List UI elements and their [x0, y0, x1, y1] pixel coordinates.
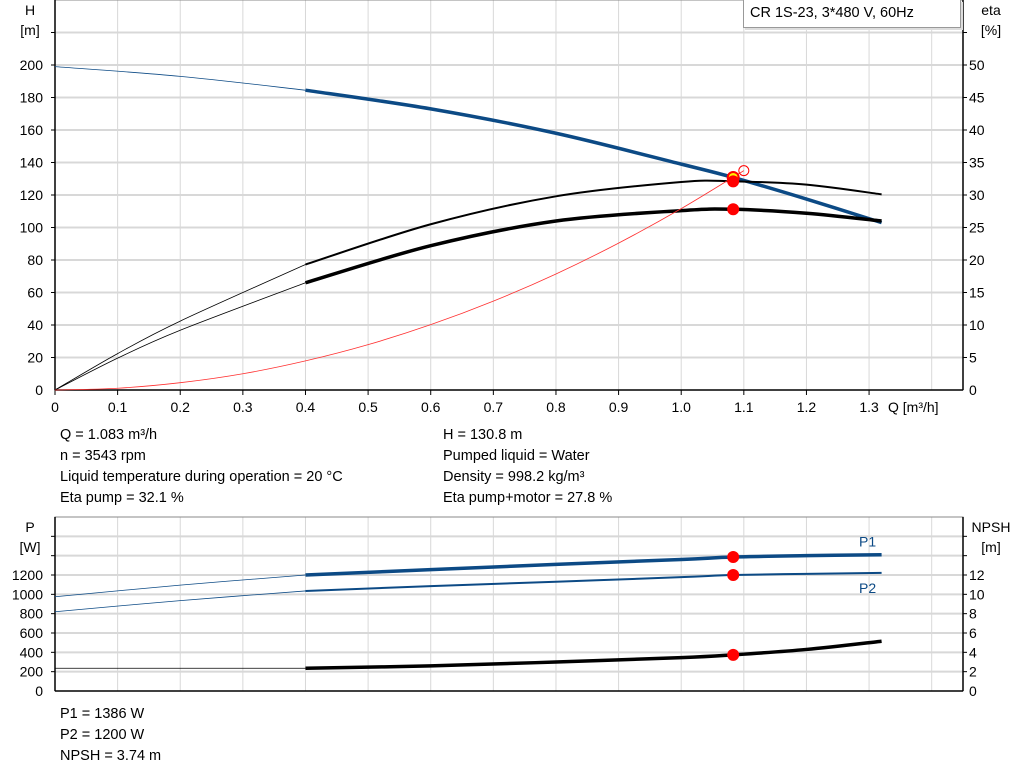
y-right-tick-label: 2	[969, 664, 977, 680]
y-left-tick-label: 400	[20, 644, 44, 660]
y-left-tick-label: 80	[27, 252, 43, 268]
series-P2	[305, 571, 882, 592]
series-npsh	[305, 639, 882, 671]
marker-system-end	[738, 165, 750, 177]
y-left-tick-label: 0	[35, 382, 43, 398]
series-eta-pump-motor	[304, 207, 882, 285]
y-left-tick-label: 0	[35, 683, 43, 699]
x-tick-label: 1.3	[859, 399, 879, 415]
y-right-tick-label: 40	[969, 122, 985, 138]
y-left-axis-unit: [m]	[20, 22, 39, 38]
y-left-tick-label: 100	[20, 220, 44, 236]
info-top-right: H = 130.8 m Pumped liquid = Water Densit…	[443, 425, 612, 509]
info-flow: Q = 1.083 m³/h	[60, 427, 158, 443]
series-eta-pump	[305, 179, 882, 266]
y-right-tick-label: 0	[969, 683, 977, 699]
marker-npsh-point	[727, 648, 740, 661]
info-liquid: Pumped liquid = Water	[443, 448, 590, 464]
x-tick-label: 0.7	[484, 399, 504, 415]
y-left-tick-label: 140	[20, 155, 44, 171]
x-tick-label: 0.2	[171, 399, 191, 415]
y-right-tick-label: 4	[969, 644, 977, 660]
series-label-P2: P2	[859, 580, 876, 596]
x-tick-label: 0.8	[546, 399, 566, 415]
x-axis-label: Q [m³/h]	[888, 399, 939, 415]
marker-p2-point	[727, 569, 740, 581]
y-left-tick-label: 20	[27, 350, 43, 366]
y-right-tick-label: 10	[969, 586, 985, 602]
info-temperature: Liquid temperature during operation = 20…	[60, 469, 343, 485]
info-speed: n = 3543 rpm	[60, 448, 146, 464]
y-left-tick-label: 60	[27, 285, 43, 301]
x-tick-label: 0.1	[108, 399, 128, 415]
y-right-tick-label: 50	[969, 57, 985, 73]
y-right-axis-unit: [%]	[981, 22, 1001, 38]
y-right-axis-name: eta	[981, 2, 1001, 18]
y-right-tick-label: 12	[969, 567, 985, 583]
x-tick-label: 0.5	[358, 399, 378, 415]
y-left-tick-label: 600	[20, 625, 44, 641]
y-left-tick-label: 200	[20, 57, 44, 73]
y-right-tick-label: 20	[969, 252, 985, 268]
x-tick-label: 0.6	[421, 399, 441, 415]
info-bottom: P1 = 1386 W P2 = 1200 W NPSH = 3.74 m	[60, 704, 161, 767]
series-P1	[305, 552, 882, 577]
y-left-tick-label: 1200	[12, 567, 43, 583]
y-left-tick-label: 1000	[12, 586, 43, 602]
series-label-P1: P1	[859, 534, 876, 550]
y-right-axis-unit: [m]	[981, 539, 1000, 555]
x-tick-label: 1.0	[671, 399, 691, 415]
y-left-tick-label: 120	[20, 187, 44, 203]
x-tick-label: 0.9	[609, 399, 629, 415]
series-P1-extrapolated	[54, 574, 306, 598]
series-eta-pump-extrapolated	[54, 264, 306, 391]
y-right-tick-label: 25	[969, 220, 985, 236]
y-left-tick-label: 40	[27, 317, 43, 333]
series-head	[305, 88, 883, 225]
info-eta-pump-motor: Eta pump+motor = 27.8 %	[443, 490, 613, 506]
info-head: H = 130.8 m	[443, 427, 523, 443]
y-left-tick-label: 200	[20, 664, 44, 680]
y-right-tick-label: 30	[969, 187, 985, 203]
info-npsh: NPSH = 3.74 m	[60, 748, 162, 764]
info-p1: P1 = 1386 W	[60, 706, 145, 722]
marker-eta-pump-point	[727, 175, 740, 188]
info-p2: P2 = 1200 W	[60, 727, 145, 743]
series-system	[54, 170, 745, 391]
y-left-axis-name: H	[25, 2, 35, 18]
y-left-axis-name: P	[25, 519, 34, 535]
y-right-tick-label: 15	[969, 285, 985, 301]
marker-eta-pump-motor-point	[727, 203, 740, 216]
y-right-axis-name: NPSH	[972, 519, 1011, 535]
x-tick-label: 0	[51, 399, 59, 415]
info-eta-pump: Eta pump = 32.1 %	[60, 490, 184, 506]
y-left-tick-label: 800	[20, 606, 44, 622]
series-eta-pump-motor-extrapolated	[54, 282, 306, 391]
y-right-tick-label: 5	[969, 350, 977, 366]
y-left-tick-label: 160	[20, 122, 44, 138]
x-tick-label: 0.3	[233, 399, 253, 415]
info-top-left: Q = 1.083 m³/h n = 3543 rpm Liquid tempe…	[60, 425, 343, 509]
series-P2-extrapolated	[54, 590, 306, 613]
y-right-tick-label: 0	[969, 382, 977, 398]
y-left-tick-label: 180	[20, 90, 44, 106]
y-left-axis-unit: [W]	[20, 539, 41, 555]
pump-legend: CR 1S-23, 3*480 V, 60Hz	[743, 0, 961, 28]
series-head-extrapolated	[54, 66, 306, 91]
info-density: Density = 998.2 kg/m³	[443, 469, 585, 485]
y-right-tick-label: 8	[969, 606, 977, 622]
x-tick-label: 0.4	[296, 399, 316, 415]
y-right-tick-label: 45	[969, 90, 985, 106]
y-right-tick-label: 35	[969, 155, 985, 171]
y-right-tick-label: 10	[969, 317, 985, 333]
x-tick-label: 1.1	[734, 399, 754, 415]
y-right-tick-label: 6	[969, 625, 977, 641]
x-tick-label: 1.2	[797, 399, 817, 415]
marker-p1-point	[727, 551, 740, 564]
